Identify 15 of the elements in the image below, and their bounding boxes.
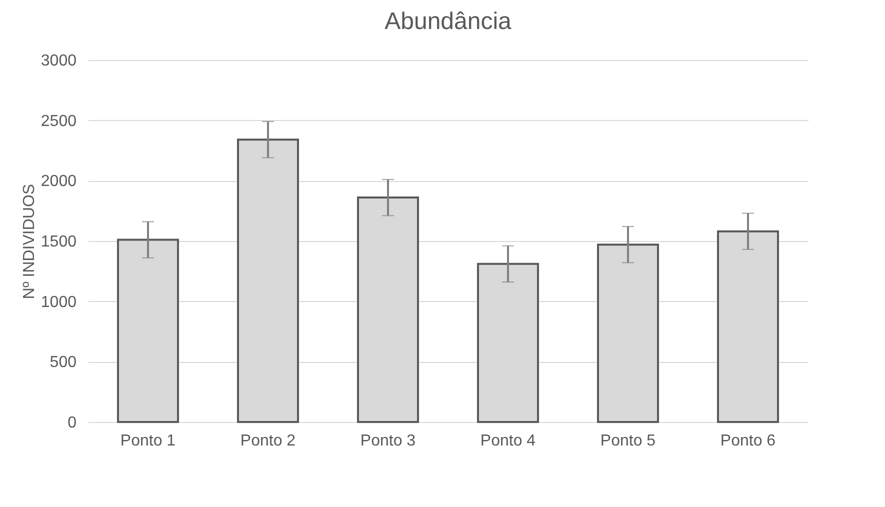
y-axis-title: Nº INDIVIDUOS <box>20 184 38 300</box>
x-tick-label: Ponto 1 <box>120 432 176 450</box>
y-tick-label: 1500 <box>40 234 77 250</box>
x-tick-label: Ponto 6 <box>720 432 776 450</box>
y-tick-label: 1000 <box>40 294 77 311</box>
y-tick-label: 2000 <box>40 173 77 190</box>
x-tick-label: Ponto 5 <box>600 432 656 450</box>
y-tick-label: 2500 <box>40 112 77 130</box>
y-tick-label: 0 <box>68 414 77 432</box>
y-tick-label: 3000 <box>40 52 77 70</box>
y-tick-label: 500 <box>50 354 77 372</box>
chart-title: Abundância <box>384 8 512 35</box>
x-tick-label: Ponto 3 <box>360 432 416 450</box>
x-tick-label: Ponto 4 <box>480 432 536 450</box>
x-tick-label: Ponto 2 <box>240 432 296 450</box>
